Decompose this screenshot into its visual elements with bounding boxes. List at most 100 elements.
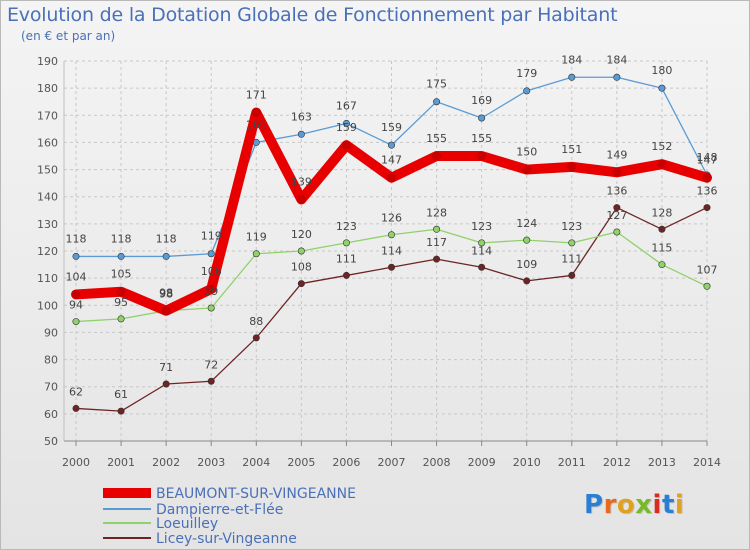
data-label: 118	[111, 232, 132, 245]
data-label: 171	[246, 89, 267, 102]
data-point	[71, 289, 81, 299]
data-point	[433, 98, 441, 106]
data-point	[72, 252, 80, 260]
data-point	[613, 204, 621, 212]
data-label: 155	[471, 132, 492, 145]
x-tick-label: 2006	[332, 456, 360, 469]
data-point	[251, 108, 261, 118]
legend-label: Loeuilley	[156, 516, 218, 532]
data-point	[161, 306, 171, 316]
data-label: 128	[426, 206, 447, 219]
data-point	[478, 263, 486, 271]
data-point	[252, 250, 260, 258]
data-label: 94	[69, 299, 83, 312]
chart-title: Evolution de la Dotation Globale de Fonc…	[7, 4, 618, 26]
x-tick-label: 2013	[648, 456, 676, 469]
data-point	[297, 280, 305, 288]
data-point	[567, 162, 577, 172]
data-point	[342, 119, 350, 127]
x-tick-label: 2000	[62, 456, 90, 469]
data-point	[477, 151, 487, 161]
data-point	[117, 407, 125, 415]
series-beaumont-sur-vingeanne	[71, 107, 712, 316]
y-tick-label: 120	[37, 245, 58, 258]
data-label: 114	[381, 244, 402, 257]
data-point	[116, 287, 126, 297]
y-tick-label: 50	[44, 435, 58, 448]
data-label: 104	[66, 270, 87, 283]
data-label: 105	[111, 268, 132, 281]
data-label: 111	[336, 252, 357, 265]
data-point	[162, 252, 170, 260]
data-point	[117, 315, 125, 323]
data-label: 124	[516, 217, 537, 230]
data-label: 148	[697, 151, 718, 164]
data-point	[523, 236, 531, 244]
y-tick-label: 80	[44, 354, 58, 367]
y-tick-label: 60	[44, 408, 58, 421]
data-label: 139	[291, 175, 312, 188]
data-label: 167	[336, 99, 357, 112]
data-point	[252, 334, 260, 342]
data-point	[342, 271, 350, 279]
data-point	[162, 380, 170, 388]
data-label: 128	[651, 206, 672, 219]
chart-subtitle: (en € et par an)	[21, 29, 116, 43]
data-label: 117	[426, 236, 447, 249]
data-point	[433, 225, 441, 233]
data-point	[478, 114, 486, 122]
data-label: 109	[516, 258, 537, 271]
data-point	[387, 141, 395, 149]
data-point	[72, 318, 80, 326]
data-point	[207, 377, 215, 385]
x-tick-label: 2012	[603, 456, 631, 469]
data-label: 98	[159, 288, 173, 301]
data-label: 118	[156, 232, 177, 245]
data-point	[206, 284, 216, 294]
data-point	[703, 282, 711, 290]
x-tick-label: 2011	[558, 456, 586, 469]
data-point	[523, 277, 531, 285]
data-point	[297, 247, 305, 255]
x-tick-label: 2003	[197, 456, 225, 469]
data-point	[478, 239, 486, 247]
data-point	[613, 228, 621, 236]
data-label: 184	[606, 53, 627, 66]
x-tick-label: 2014	[693, 456, 721, 469]
y-tick-label: 160	[37, 136, 58, 149]
data-label: 111	[561, 252, 582, 265]
y-tick-label: 90	[44, 326, 58, 339]
data-point	[702, 173, 712, 183]
data-label: 151	[561, 143, 582, 156]
data-point	[387, 231, 395, 239]
data-label: 62	[69, 385, 83, 398]
data-label: 160	[246, 118, 267, 131]
data-label: 175	[426, 78, 447, 91]
x-tick-label: 2001	[107, 456, 135, 469]
y-tick-label: 170	[37, 109, 58, 122]
data-point	[613, 73, 621, 81]
y-tick-label: 130	[37, 218, 58, 231]
data-point	[342, 239, 350, 247]
data-label: 119	[246, 231, 267, 244]
series-licey-sur-vingeanne	[72, 204, 711, 415]
y-tick-label: 150	[37, 164, 58, 177]
data-label: 61	[114, 388, 128, 401]
data-label: 127	[606, 209, 627, 222]
data-label: 179	[516, 67, 537, 80]
data-label: 99	[204, 285, 218, 298]
data-label: 107	[697, 263, 718, 276]
data-point	[568, 73, 576, 81]
proxiti-logo: Proxiti	[584, 490, 685, 520]
data-label: 72	[204, 358, 218, 371]
x-tick-label: 2004	[242, 456, 270, 469]
y-tick-label: 70	[44, 381, 58, 394]
data-point	[658, 225, 666, 233]
data-label: 180	[651, 64, 672, 77]
x-tick-label: 2007	[378, 456, 406, 469]
data-point	[207, 250, 215, 258]
legend-label: Dampierre-et-Flée	[156, 502, 283, 518]
data-label: 88	[249, 315, 263, 328]
